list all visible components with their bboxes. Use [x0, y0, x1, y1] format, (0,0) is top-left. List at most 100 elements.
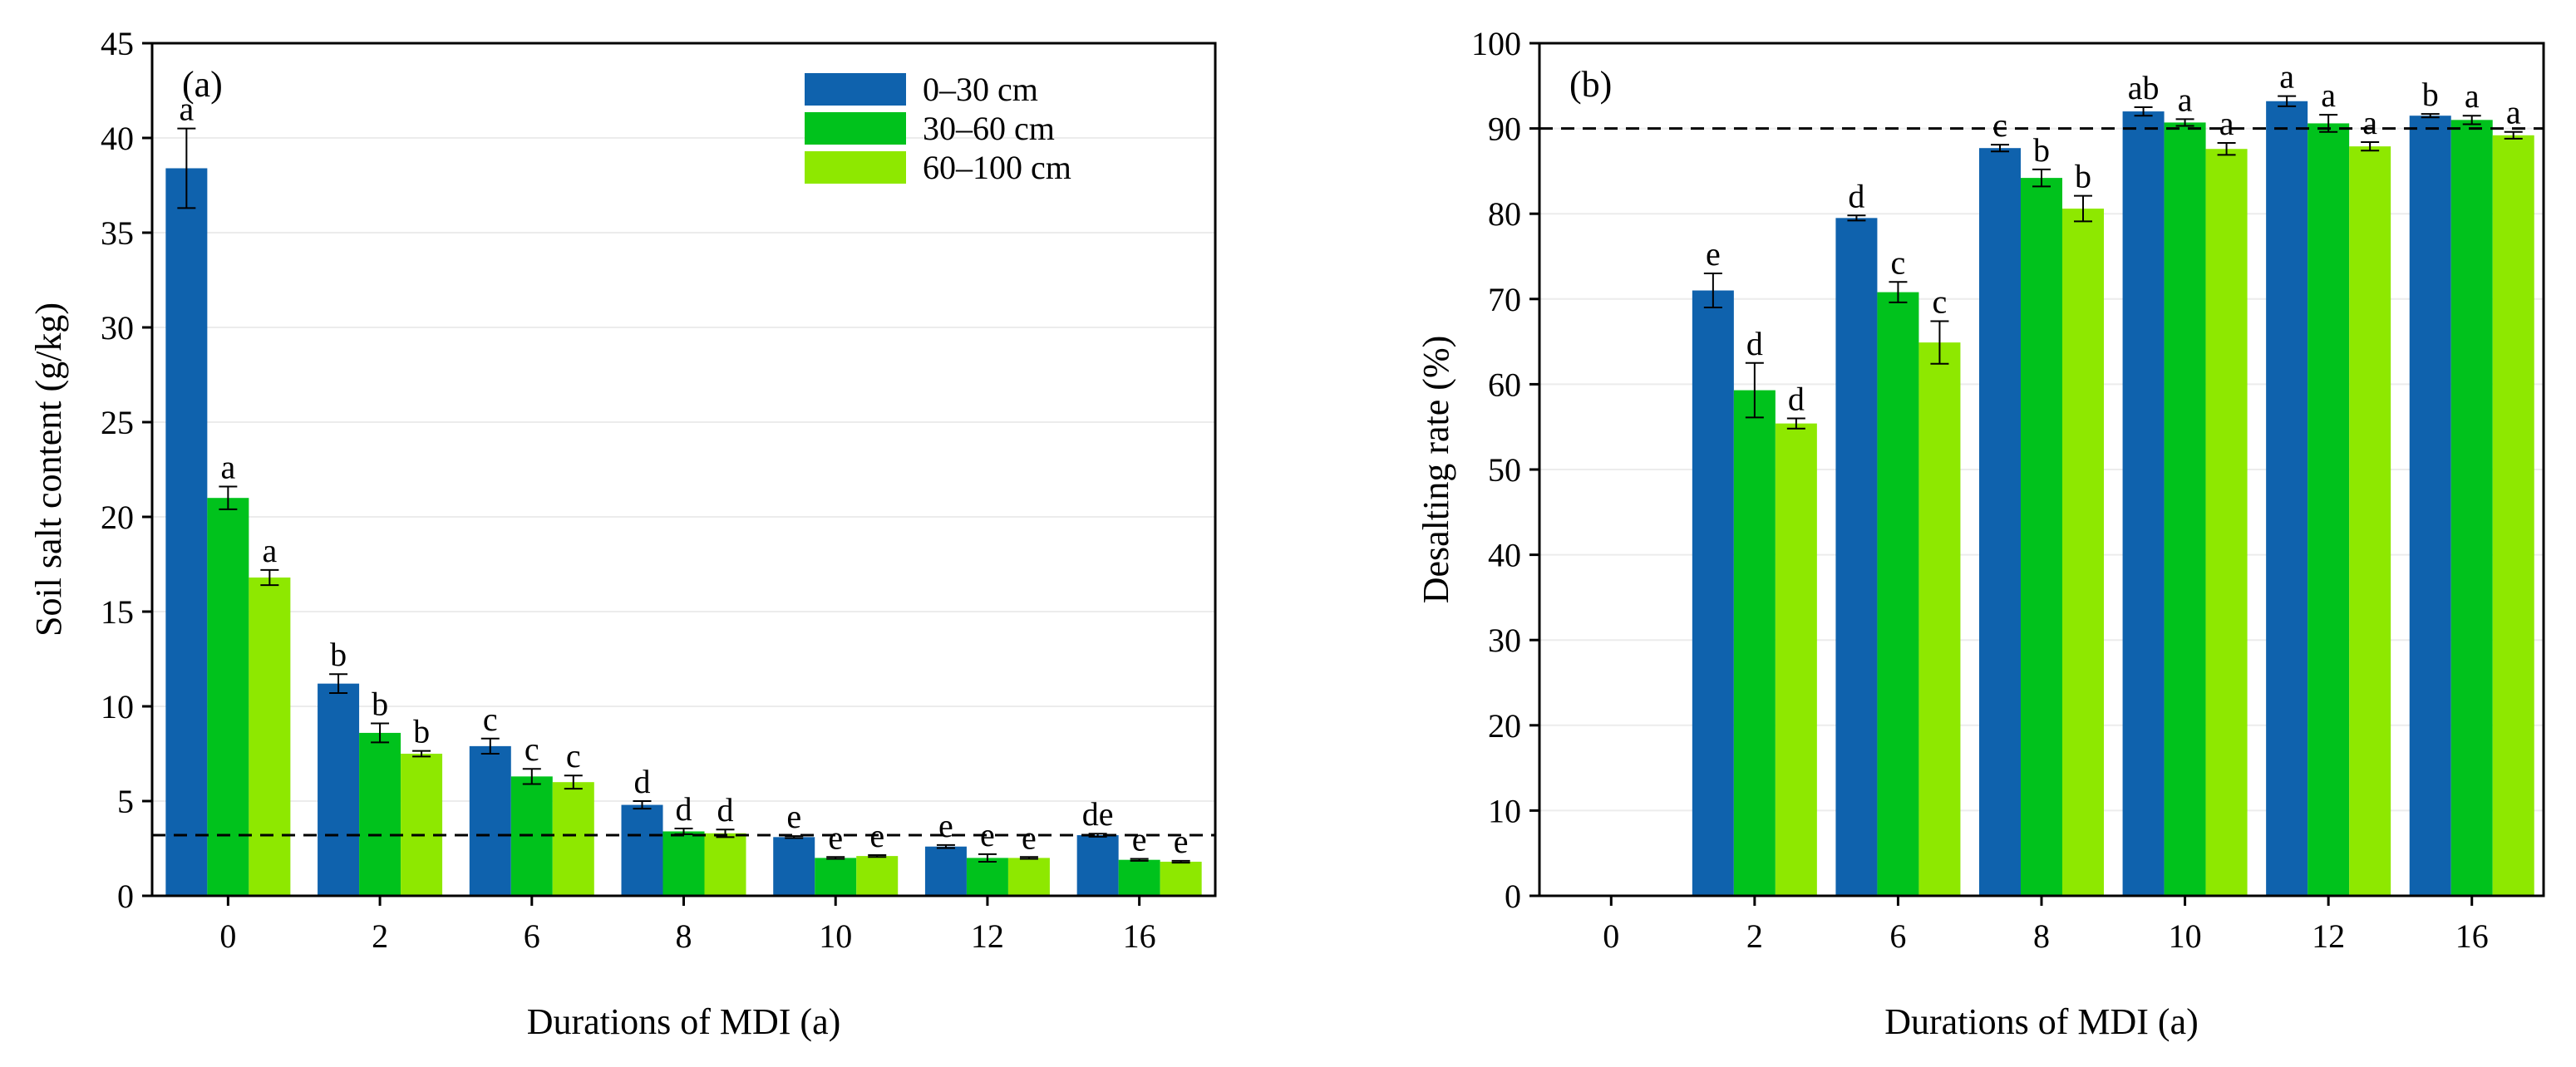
y-tick-label: 70 — [1488, 281, 1521, 318]
significance-letter: b — [2033, 131, 2050, 169]
x-tick-label: 12 — [971, 917, 1004, 955]
bar — [165, 168, 208, 897]
x-tick-label: 12 — [2312, 917, 2345, 955]
x-tick-label: 10 — [819, 917, 852, 955]
bar — [1160, 861, 1202, 896]
significance-letter: d — [676, 790, 692, 828]
bar — [1918, 342, 1961, 897]
significance-letter: a — [179, 91, 194, 128]
significance-letter: a — [2178, 81, 2193, 118]
bar — [2308, 123, 2350, 897]
legend-swatch — [805, 151, 906, 184]
bar — [207, 498, 249, 896]
bar — [856, 856, 899, 896]
y-axis-title: Soil salt content (g/kg) — [28, 302, 69, 637]
x-axis-title: Durations of MDI (a) — [1884, 1001, 2199, 1042]
significance-letter: b — [2075, 158, 2091, 195]
significance-letter: a — [2465, 77, 2480, 115]
y-axis-title: Desalting rate (%) — [1416, 336, 1456, 604]
bar — [552, 782, 594, 896]
bar — [1692, 290, 1734, 896]
significance-letter: b — [2422, 76, 2439, 113]
bar — [249, 577, 291, 896]
significance-letter: e — [1174, 823, 1189, 860]
y-tick-label: 90 — [1488, 111, 1521, 148]
significance-letter: a — [2362, 104, 2377, 141]
x-tick-label: 6 — [524, 917, 540, 955]
bar — [2122, 111, 2165, 896]
bar — [318, 683, 360, 896]
significance-letter: c — [566, 737, 581, 774]
legend-swatch — [805, 73, 906, 106]
y-tick-label: 80 — [1488, 195, 1521, 233]
x-tick-label: 10 — [2169, 917, 2202, 955]
x-tick-label: 6 — [1889, 917, 1906, 955]
bar — [469, 745, 511, 896]
significance-letter: c — [1992, 106, 2007, 144]
bar — [621, 804, 663, 896]
y-tick-label: 10 — [1488, 792, 1521, 829]
bar — [359, 732, 401, 896]
significance-letter: a — [2219, 105, 2234, 142]
panel-label: (b) — [1569, 64, 1612, 105]
y-tick-label: 10 — [101, 688, 134, 725]
bar — [1877, 292, 1919, 896]
significance-letter: e — [786, 798, 801, 835]
significance-letter: c — [1891, 243, 1906, 281]
bar — [2062, 209, 2104, 896]
significance-letter: a — [220, 449, 235, 486]
bar — [1979, 148, 2021, 896]
bar — [1118, 859, 1160, 896]
x-tick-label: 16 — [2455, 917, 2489, 955]
bar — [815, 858, 857, 896]
y-tick-label: 25 — [101, 404, 134, 441]
y-tick-label: 60 — [1488, 366, 1521, 403]
legend-swatch — [805, 112, 906, 145]
x-tick-label: 0 — [219, 917, 236, 955]
x-tick-label: 0 — [1603, 917, 1619, 955]
bar — [966, 858, 1008, 896]
significance-letter: ab — [2128, 69, 2160, 106]
y-tick-label: 35 — [101, 214, 134, 252]
significance-letter: b — [330, 636, 347, 673]
significance-letter: a — [2506, 94, 2521, 131]
bar — [2266, 101, 2308, 896]
bar — [2492, 135, 2534, 897]
bar — [2349, 146, 2391, 896]
y-tick-label: 5 — [117, 783, 134, 820]
significance-letter: e — [938, 807, 953, 844]
legend-label: 60–100 cm — [923, 149, 1071, 186]
significance-letter: c — [1933, 283, 1948, 320]
significance-letter: c — [483, 701, 498, 738]
bar — [1733, 390, 1776, 896]
significance-letter: c — [525, 730, 539, 768]
significance-letter: a — [262, 532, 277, 569]
x-tick-label: 16 — [1123, 917, 1156, 955]
significance-letter: d — [717, 791, 734, 829]
significance-letter: d — [1746, 325, 1763, 362]
bar — [401, 754, 443, 896]
y-tick-label: 40 — [101, 120, 134, 157]
bar — [773, 837, 815, 896]
bar — [924, 846, 967, 896]
bar — [2409, 116, 2451, 896]
bar — [2450, 120, 2493, 897]
y-tick-label: 20 — [101, 499, 134, 536]
significance-letter: d — [1848, 177, 1864, 214]
x-tick-label: 8 — [2033, 917, 2050, 955]
significance-letter: de — [1082, 795, 1114, 833]
significance-letter: a — [2321, 76, 2336, 114]
bar — [704, 833, 746, 896]
bar — [1076, 835, 1119, 896]
y-tick-label: 30 — [101, 309, 134, 347]
significance-letter: b — [413, 713, 430, 750]
significance-letter: e — [1022, 819, 1037, 856]
significance-letter: b — [372, 686, 388, 723]
significance-letter: a — [2279, 58, 2294, 96]
significance-letter: d — [1788, 380, 1805, 417]
x-tick-label: 2 — [1746, 917, 1763, 955]
bar — [1835, 218, 1878, 897]
y-tick-label: 50 — [1488, 451, 1521, 489]
significance-letter: e — [1132, 821, 1147, 858]
